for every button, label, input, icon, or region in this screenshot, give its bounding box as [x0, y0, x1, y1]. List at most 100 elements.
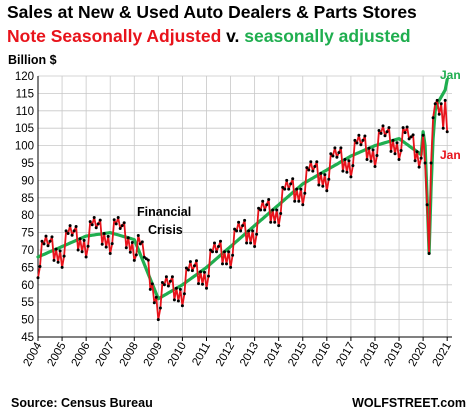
nsa-data-point	[132, 258, 136, 262]
nsa-data-point	[321, 184, 325, 188]
nsa-data-point	[275, 208, 279, 212]
nsa-data-point	[345, 170, 349, 174]
nsa-data-point	[74, 225, 78, 228]
nsa-data-point	[84, 255, 88, 259]
nsa-data-point	[357, 133, 361, 137]
x-tick-label-2008: 2008	[118, 341, 141, 369]
y-tick-label-65: 65	[21, 262, 34, 274]
nsa-data-point	[94, 226, 98, 230]
y-tick-label-75: 75	[21, 228, 34, 240]
x-tick-label-2009: 2009	[142, 341, 165, 369]
nsa-data-point	[287, 187, 291, 191]
nsa-data-point	[138, 242, 142, 246]
nsa-data-point	[70, 233, 74, 237]
series-layer	[36, 77, 449, 322]
nsa-data-point	[219, 239, 222, 243]
nsa-data-point	[239, 229, 243, 233]
nsa-data-point	[327, 177, 331, 181]
nsa-data-point	[295, 187, 299, 191]
nsa-data-point	[289, 182, 293, 186]
nsa-data-point	[92, 216, 96, 219]
nsa-data-point	[44, 234, 48, 238]
nsa-data-point	[197, 282, 200, 286]
nsa-data-point	[156, 318, 160, 322]
nsa-data-point	[349, 175, 353, 179]
subtitle-sa-label: seasonally adjusted	[244, 26, 411, 46]
nsa-data-point	[215, 250, 218, 254]
nsa-data-point	[283, 187, 287, 191]
nsa-data-point	[315, 160, 319, 164]
nsa-data-point	[186, 268, 190, 272]
nsa-data-point	[309, 160, 313, 164]
nsa-data-point	[162, 283, 166, 287]
nsa-data-point	[213, 241, 216, 245]
nsa-data-point	[108, 252, 112, 255]
y-tick-label-80: 80	[21, 210, 34, 222]
y-tick-label-45: 45	[21, 332, 34, 344]
nsa-data-point	[134, 253, 138, 257]
nsa-data-point	[405, 125, 409, 129]
nsa-data-point	[112, 218, 116, 222]
nsa-data-point	[160, 281, 164, 284]
nsa-data-point	[253, 245, 257, 248]
x-tick-label-2015: 2015	[286, 341, 309, 369]
nsa-data-point	[203, 270, 206, 274]
nsa-data-point	[439, 102, 443, 106]
financial-crisis-annotation-line2: Crisis	[148, 223, 183, 237]
nsa-data-point	[104, 245, 108, 249]
nsa-data-point	[431, 116, 435, 120]
nsa-data-point	[317, 183, 321, 187]
nsa-data-point	[381, 124, 385, 128]
nsa-data-point	[178, 287, 182, 291]
nsa-data-point	[323, 173, 327, 177]
nsa-data-point	[247, 229, 251, 233]
nsa-data-point	[82, 238, 86, 242]
x-tick-label-2017: 2017	[334, 341, 357, 369]
y-tick-label-120: 120	[15, 71, 34, 83]
nsa-data-point	[211, 250, 214, 254]
nsa-data-point	[363, 134, 367, 138]
nsa-data-point	[68, 224, 72, 228]
nsa-data-point	[379, 131, 383, 135]
nsa-data-point	[335, 155, 339, 159]
nsa-data-point	[343, 158, 347, 161]
nsa-data-point	[76, 248, 80, 252]
nsa-data-point	[303, 191, 307, 195]
nsa-data-point	[261, 199, 265, 203]
nsa-data-point	[417, 165, 421, 169]
nsa-data-point	[411, 133, 415, 137]
y-tick-label-90: 90	[21, 175, 34, 187]
nsa-data-point	[62, 254, 66, 258]
nsa-data-point	[193, 264, 196, 268]
nsa-data-point	[227, 250, 231, 254]
nsa-data-point	[263, 208, 267, 212]
nsa-data-point	[241, 224, 245, 228]
nsa-data-point	[209, 248, 212, 252]
axis-layer: 45 50 55 60 65 70 75 80 85 90 95 100 105 110 115 120 200…	[15, 71, 454, 369]
y-tick-label-110: 110	[16, 106, 34, 118]
nsa-data-point	[146, 258, 150, 262]
nsa-data-point	[231, 253, 235, 257]
nsa-data-point	[243, 218, 247, 222]
nsa-data-point	[188, 260, 192, 264]
nsa-data-point	[367, 146, 371, 150]
y-tick-label-55: 55	[21, 297, 34, 309]
nsa-data-point	[397, 158, 401, 161]
nsa-data-point	[267, 198, 271, 201]
grid-layer	[37, 75, 452, 338]
nsa-data-point	[40, 239, 44, 243]
x-tick-label-2011: 2011	[190, 341, 213, 368]
nsa-data-point	[407, 137, 411, 141]
nsa-data-point	[285, 178, 289, 182]
nsa-data-point	[172, 298, 176, 302]
nsa-data-point	[425, 203, 429, 207]
y-axis-label: Billion $	[8, 53, 57, 67]
y-tick-label-50: 50	[21, 315, 34, 327]
nsa-data-point	[64, 229, 68, 233]
nsa-data-point	[277, 224, 281, 228]
nsa-data-point	[355, 141, 359, 145]
brand-footer: WOLFSTREET.com	[352, 396, 466, 410]
nsa-data-point	[88, 220, 92, 224]
nsa-data-point	[347, 159, 351, 163]
nsa-data-point	[353, 138, 357, 142]
